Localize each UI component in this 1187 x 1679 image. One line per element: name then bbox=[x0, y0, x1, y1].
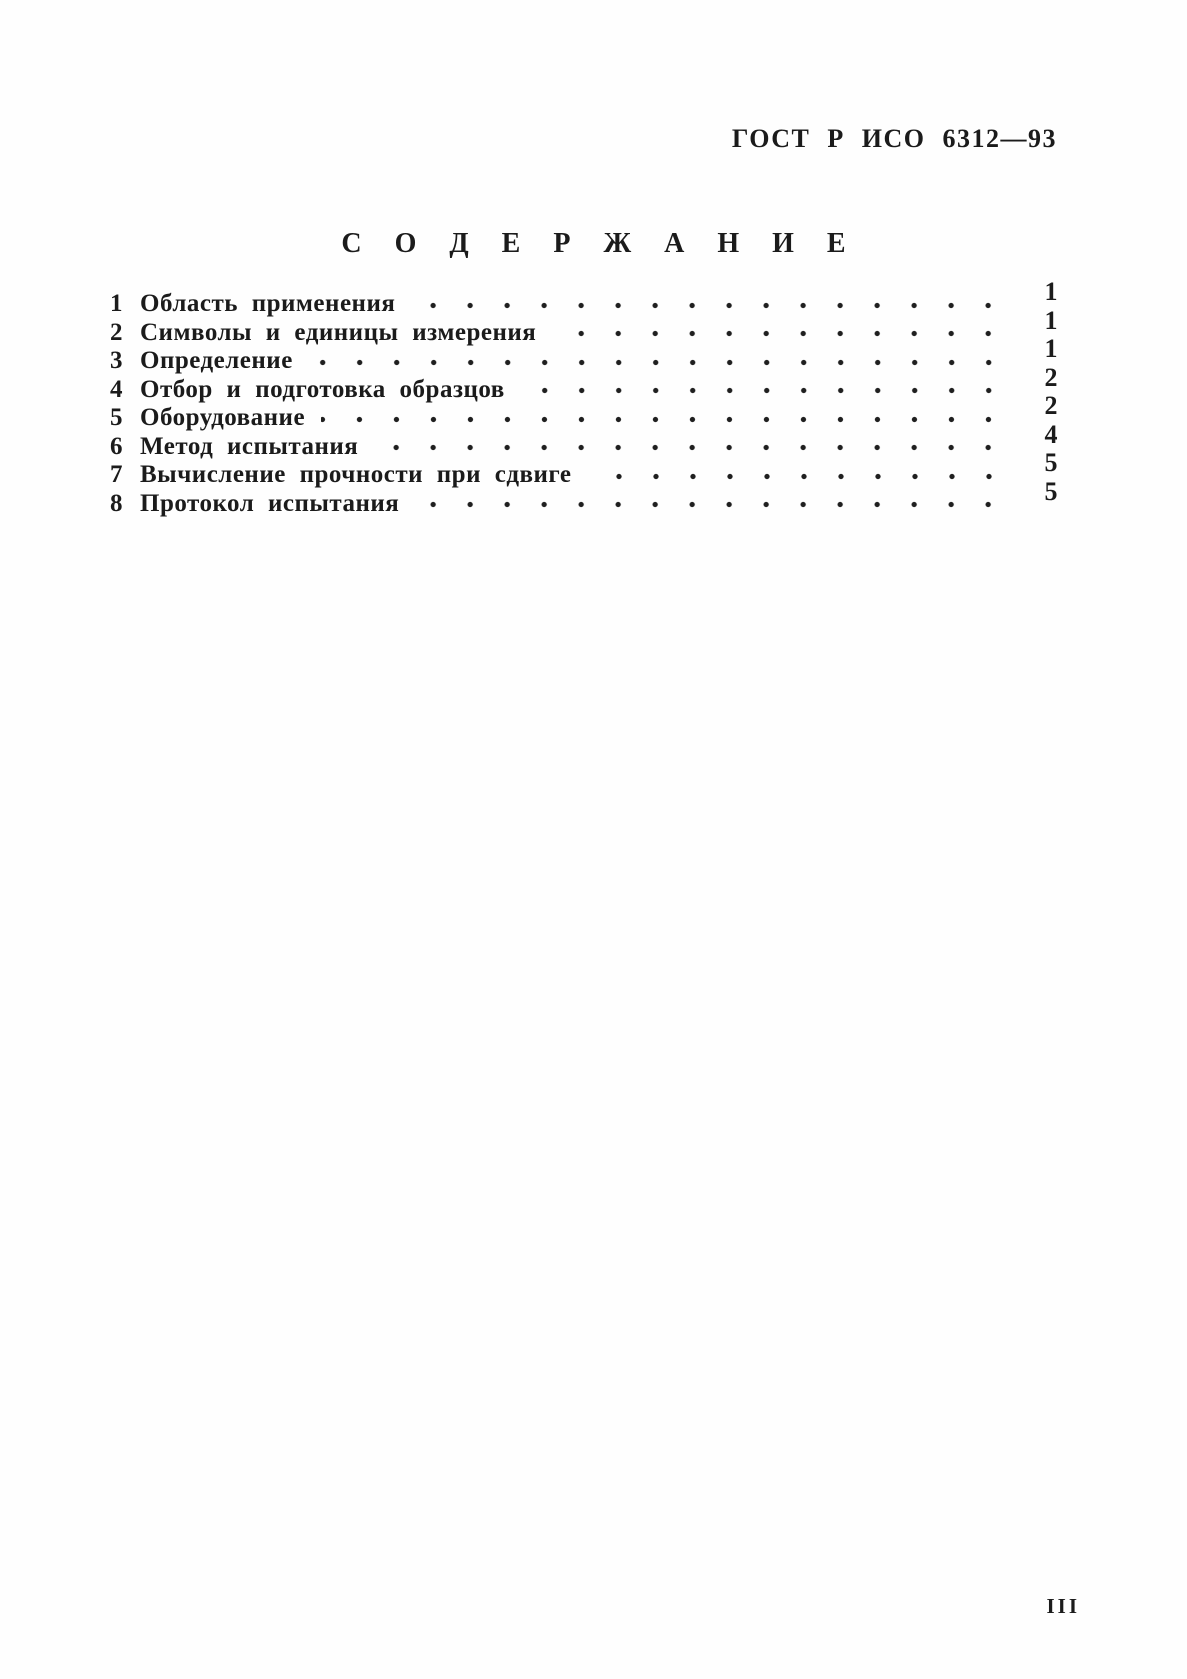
toc-entry-page: 1 bbox=[1044, 277, 1058, 306]
toc-entry-page: 5 bbox=[1044, 448, 1058, 477]
dot-leader bbox=[321, 415, 1022, 423]
toc-entry-number: 2 bbox=[110, 318, 123, 346]
toc-entry: 8 Протокол испытания 5 bbox=[110, 477, 1062, 517]
dot-leader bbox=[587, 472, 1022, 480]
document-code: ГОСТ Р ИСО 6312—93 bbox=[731, 124, 1057, 153]
toc-entry: 3 Определение 1 bbox=[110, 334, 1062, 374]
toc-entry-number: 4 bbox=[110, 375, 123, 403]
toc-entry-number: 3 bbox=[110, 347, 123, 374]
page-title: С О Д Е Р Ж А Н И Е bbox=[341, 228, 859, 259]
toc-entry: 6 Метод испытания 4 bbox=[110, 420, 1062, 460]
toc-entry: 5 Оборудование 2 bbox=[110, 391, 1062, 431]
toc-entry: 2 Символы и единицы измерения 1 bbox=[110, 306, 1062, 346]
toc-entry-title: Оборудование bbox=[140, 404, 306, 431]
toc-entry-number: 7 bbox=[110, 461, 123, 488]
toc-entry-title: Символы и единицы измерения bbox=[140, 318, 537, 346]
toc-entry-title: Область применения bbox=[140, 290, 396, 317]
folio-page-number: III bbox=[1046, 1594, 1080, 1618]
toc-entry-number: 1 bbox=[110, 290, 123, 317]
toc-entry-page: 2 bbox=[1044, 362, 1058, 392]
toc-entry-title: Отбор и подготовка образцов bbox=[140, 375, 505, 403]
toc-entry-page: 4 bbox=[1044, 419, 1058, 449]
table-of-contents: 1 Область применения 1 2 Символы и единицы … bbox=[110, 277, 1062, 517]
toc-entry-title: Определение bbox=[140, 347, 293, 374]
toc-entry-title: Протокол испытания bbox=[140, 489, 400, 517]
toc-entry-title: Вычисление прочности при сдвиге bbox=[140, 461, 572, 488]
dot-leader bbox=[552, 330, 1022, 337]
toc-entry: 4 Отбор и подготовка образцов 2 bbox=[110, 363, 1062, 403]
toc-entry-number: 8 bbox=[110, 489, 123, 517]
toc-entry: 7 Вычисление прочности при сдвиге 5 bbox=[110, 448, 1062, 488]
toc-entry-page: 1 bbox=[1044, 305, 1058, 335]
toc-entry-page: 2 bbox=[1044, 391, 1058, 420]
toc-entry-number: 6 bbox=[110, 432, 123, 460]
dot-leader bbox=[415, 501, 1022, 508]
dot-leader bbox=[308, 358, 1022, 366]
toc-entry-page: 5 bbox=[1044, 476, 1058, 506]
toc-entry-number: 5 bbox=[110, 404, 123, 431]
toc-entry-title: Метод испытания bbox=[140, 432, 359, 460]
dot-leader bbox=[411, 301, 1022, 309]
toc-entry: 1 Область применения 1 bbox=[110, 277, 1062, 317]
dot-leader bbox=[520, 387, 1022, 394]
dot-leader bbox=[374, 444, 1022, 451]
toc-entry-page: 1 bbox=[1044, 334, 1058, 363]
